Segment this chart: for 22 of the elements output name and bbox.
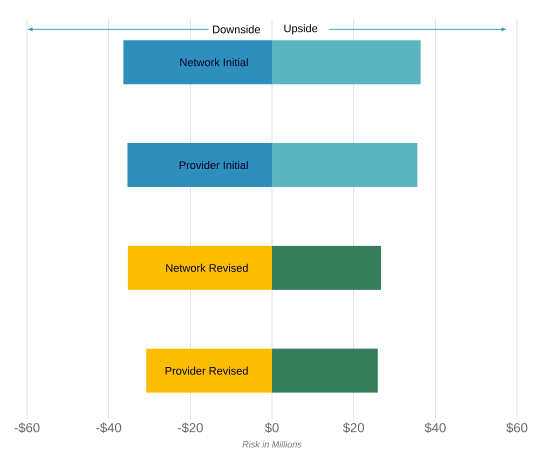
x-tick-label: -$20 <box>178 422 203 434</box>
annotation: Downside <box>213 25 260 34</box>
y-tick-label: Network Initial <box>180 58 248 66</box>
bar <box>272 246 382 290</box>
x-axis-title: Risk in Millions <box>242 440 302 448</box>
bar <box>272 348 378 393</box>
x-tick-label: $0 <box>264 422 279 434</box>
annotation: Upside <box>284 24 318 34</box>
bar <box>128 246 272 290</box>
bar <box>127 143 272 188</box>
bar <box>146 348 272 393</box>
y-tick-label: Provider Revised <box>166 366 248 375</box>
x-tick-label: $20 <box>342 422 364 434</box>
bar <box>123 40 272 84</box>
x-tick-label: $60 <box>506 422 528 434</box>
x-tick-label: -$40 <box>96 422 122 434</box>
y-tick-label: Provider Initial <box>180 160 248 170</box>
bar <box>272 143 418 188</box>
x-tick-label: $40 <box>424 422 446 434</box>
y-tick-label: Network Revised <box>166 264 248 272</box>
bar <box>272 40 421 84</box>
x-tick-label: -$60 <box>14 422 40 434</box>
